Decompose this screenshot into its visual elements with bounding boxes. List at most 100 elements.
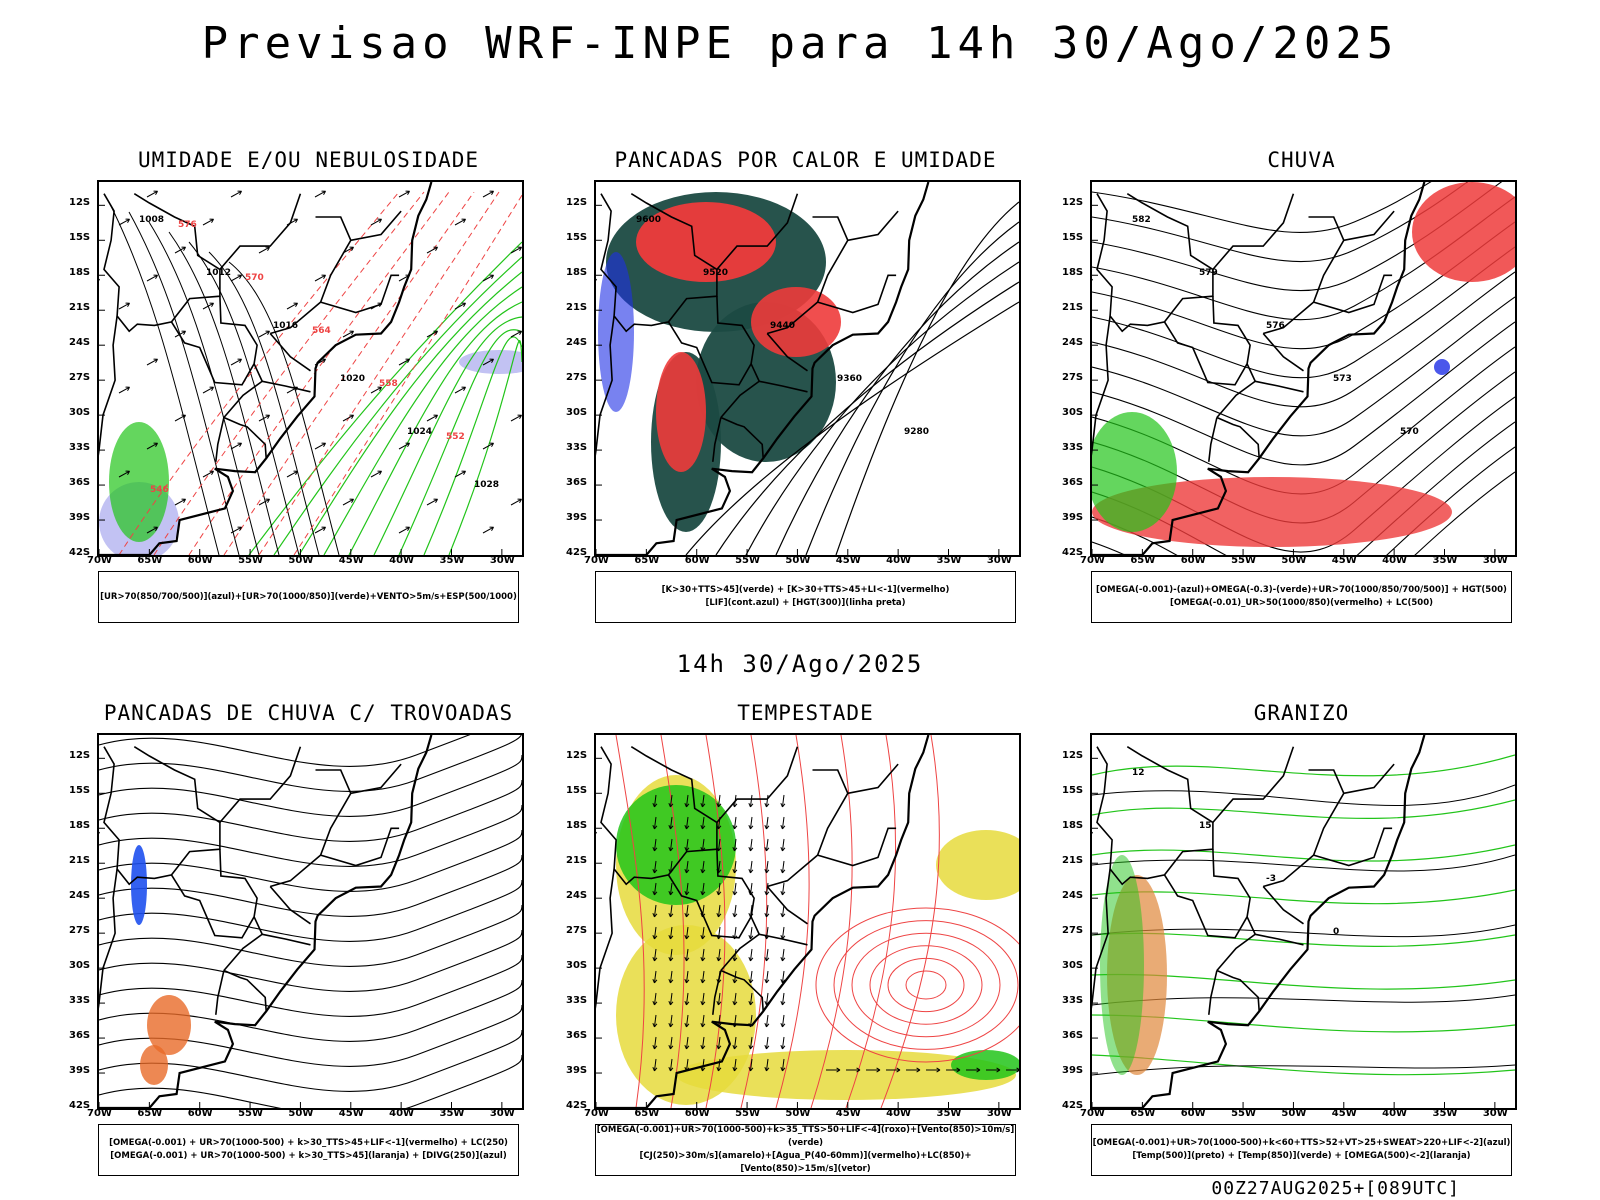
contour-label: 15 xyxy=(1199,821,1212,831)
country-border xyxy=(350,210,402,242)
latitude-label: 12S xyxy=(1062,750,1084,762)
wind-vector xyxy=(700,1014,706,1028)
country-border xyxy=(1096,193,1214,333)
humidity-contour xyxy=(398,329,522,555)
wind-vector xyxy=(716,1036,722,1050)
wind-vector xyxy=(748,970,754,984)
latitude-label: 30S xyxy=(566,407,588,419)
legend-line: [Temp(500)](preto) + [Temp(850)](verde) … xyxy=(1132,1151,1471,1161)
thunderstorm-field xyxy=(140,1045,168,1085)
wind-vector xyxy=(684,860,690,874)
forecast-map xyxy=(97,733,524,1110)
wind-vector xyxy=(684,816,690,830)
wind-vector xyxy=(966,1067,981,1073)
latitude-label: 42S xyxy=(1062,547,1084,558)
country-border xyxy=(1255,933,1304,946)
wind-vector xyxy=(700,992,706,1006)
streamline xyxy=(845,735,897,1108)
circulation-contour xyxy=(887,957,965,1013)
latitude-label: 18S xyxy=(1062,820,1084,832)
longitude-label: 50W xyxy=(785,555,811,566)
latitude-label: 12S xyxy=(1062,197,1084,209)
longitude-label: 55W xyxy=(1231,555,1257,566)
wind-vector xyxy=(748,816,754,830)
legend-line: [OMEGA(-0.01)_UR>50(1000/850)(vermelho) … xyxy=(1169,598,1434,608)
wind-vector xyxy=(652,882,658,896)
wind-vector xyxy=(684,992,690,1006)
wind-vector xyxy=(700,860,706,874)
country-border xyxy=(600,746,718,886)
wind-vector xyxy=(314,190,326,198)
country-border xyxy=(766,332,808,372)
latitude-label: 33S xyxy=(69,995,91,1007)
wind-vector xyxy=(482,526,494,534)
wind-vector xyxy=(716,904,722,918)
humidity-contour xyxy=(298,271,522,555)
country-border xyxy=(720,416,764,459)
streamline xyxy=(1092,471,1515,555)
wind-vector xyxy=(668,1014,674,1028)
longitude-label: 55W xyxy=(238,1108,264,1119)
longitude-label: 50W xyxy=(1281,1108,1307,1119)
wind-vector xyxy=(748,838,754,852)
latitude-label: 39S xyxy=(566,512,588,524)
latitude-label: 33S xyxy=(1062,442,1084,454)
longitude-label: 65W xyxy=(634,555,660,566)
contour-label: 1016 xyxy=(273,321,298,331)
longitude-label: 35W xyxy=(1432,555,1458,566)
coastline xyxy=(99,735,433,1108)
streamline xyxy=(880,735,940,1108)
streamline xyxy=(99,779,522,843)
contour-label: 570 xyxy=(1400,427,1419,437)
country-border xyxy=(215,417,225,462)
forecast-map: 12 15 -3 0 xyxy=(1090,733,1517,1110)
latitude-label: 33S xyxy=(1062,995,1084,1007)
forecast-map: 1008 1012 1016 1020 1024 1028 576 570 564 558 552 5… xyxy=(97,180,524,557)
longitude-label: 65W xyxy=(137,555,163,566)
country-border xyxy=(103,193,221,333)
longitude-label: 30W xyxy=(986,1108,1012,1119)
country-border xyxy=(269,332,311,372)
streamline xyxy=(1092,446,1515,555)
longitude-label: 40W xyxy=(886,555,912,566)
wind-vector xyxy=(668,816,674,830)
panel-legend: [UR>70(850/700/500)](azul)+[UR>70(1000/8… xyxy=(98,571,519,623)
country-border xyxy=(1092,868,1111,1009)
streamline xyxy=(1092,271,1515,408)
wind-vector xyxy=(732,860,738,874)
longitude-label: 45W xyxy=(835,1108,861,1119)
longitude-label: 30W xyxy=(1482,1108,1508,1119)
wind-vector xyxy=(846,1067,861,1073)
country-border xyxy=(1216,969,1260,1012)
latitude-label: 12S xyxy=(69,197,91,209)
wind-vector xyxy=(146,274,158,282)
contour-label: 9360 xyxy=(837,374,862,384)
streamline xyxy=(1092,182,1469,263)
wind-vector xyxy=(700,970,706,984)
wind-vector xyxy=(668,838,674,852)
panel-legend: [OMEGA(-0.001)+UR>70(1000-500)+k>35_TTS>… xyxy=(595,1124,1016,1176)
country-border xyxy=(817,827,897,867)
latitude-label: 24S xyxy=(566,337,588,349)
longitude-label: 45W xyxy=(338,1108,364,1119)
temp500-contour xyxy=(1092,1064,1515,1076)
map-canvas xyxy=(596,735,1019,1108)
humidity-contour xyxy=(423,336,522,555)
wind-vector xyxy=(748,1036,754,1050)
latitude-label: 42S xyxy=(566,547,588,558)
latitude-label: 12S xyxy=(566,750,588,762)
country-border xyxy=(1163,296,1251,386)
country-border xyxy=(766,216,849,335)
country-border xyxy=(99,868,118,1009)
temp850-contour xyxy=(1092,844,1515,862)
wind-vector xyxy=(748,860,754,874)
country-border xyxy=(1096,746,1214,886)
run-time-label: 00Z27AUG2025+[089UTC] xyxy=(1211,1178,1460,1199)
temp500-contour xyxy=(1092,854,1515,872)
legend-line: [OMEGA(-0.001)+UR>70(1000-500)+k>35_TTS>… xyxy=(596,1125,1015,1148)
wind-vector xyxy=(510,246,522,254)
contour-label: 564 xyxy=(312,326,331,336)
longitude-label: 45W xyxy=(835,555,861,566)
longitude-label: 40W xyxy=(389,1108,415,1119)
streamline xyxy=(99,954,522,1018)
